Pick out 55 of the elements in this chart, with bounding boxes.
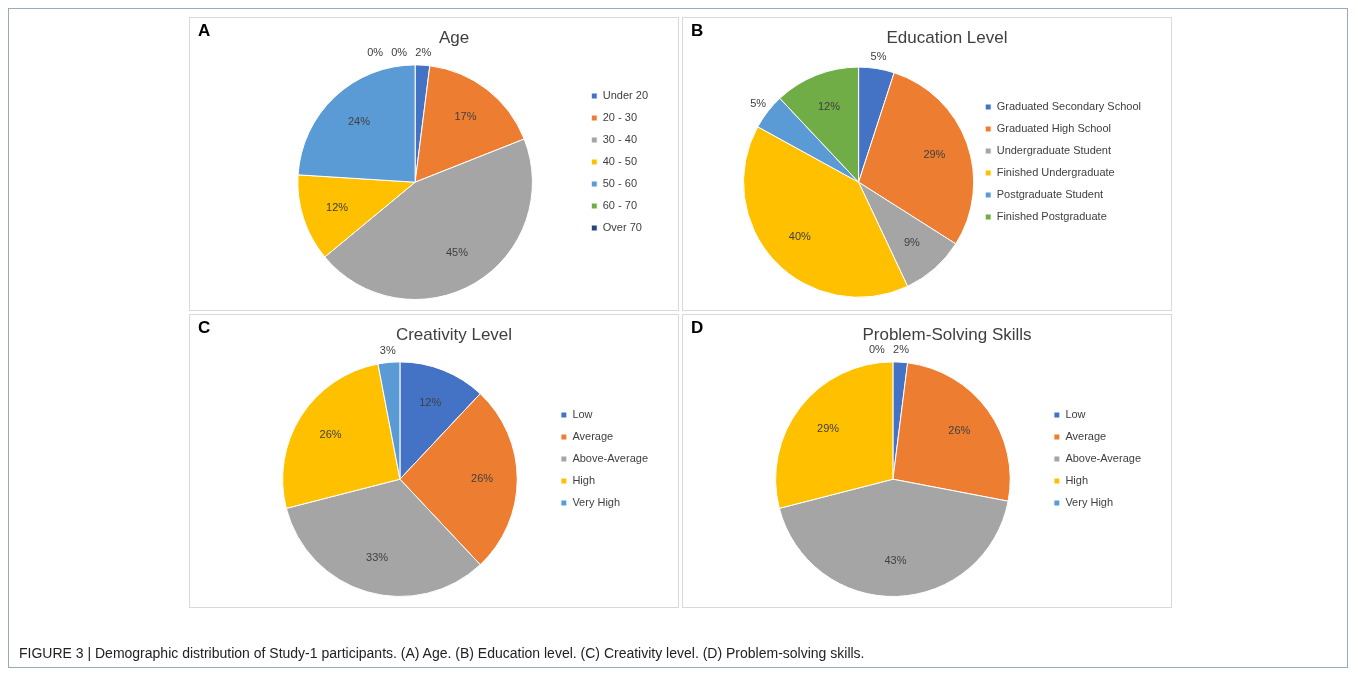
data-label: 26% <box>948 423 971 436</box>
legend-label: 50 - 60 <box>602 177 637 190</box>
text: 0% <box>367 45 384 58</box>
data-label: 45% <box>445 245 469 258</box>
data-label: 2% <box>893 343 910 356</box>
legend-label: Average <box>1065 430 1107 443</box>
legend-label: Undergraduate Student <box>996 144 1112 157</box>
legend-label: Average <box>572 430 614 443</box>
data-label: 9% <box>903 235 921 248</box>
legend-label: Under 20 <box>602 89 649 102</box>
legend-label: Postgraduate Student <box>996 188 1104 201</box>
chart-title: Problem-Solving Skills <box>862 324 1032 344</box>
legend-label: High <box>572 474 595 487</box>
legend-label: Low <box>1065 408 1086 421</box>
data-label: 12% <box>817 100 841 113</box>
legend-label: Graduated High School <box>996 122 1112 135</box>
legend-label: Very High <box>1065 496 1114 509</box>
legend-label: Very High <box>572 496 621 509</box>
data-label: 24% <box>347 115 371 128</box>
text: C <box>198 318 211 338</box>
data-label: 5% <box>870 49 887 62</box>
data-label: 12% <box>419 395 442 408</box>
legend-label: Above-Average <box>1065 452 1141 465</box>
legend-label: 30 - 40 <box>602 133 637 146</box>
data-label: 33% <box>366 551 389 564</box>
data-label: 29% <box>817 421 840 434</box>
chart-title: Creativity Level <box>395 324 513 344</box>
data-label: 3% <box>379 343 396 356</box>
legend-label: 40 - 50 <box>602 155 637 168</box>
legend-label: Over 70 <box>602 221 642 234</box>
chart-title: Age <box>438 27 470 47</box>
data-label: 29% <box>923 147 946 160</box>
text: 0% <box>868 342 885 355</box>
data-label: 40% <box>788 230 812 243</box>
text: B <box>691 21 704 41</box>
data-label: 5% <box>750 97 767 110</box>
text: D <box>691 318 704 338</box>
data-label: 2% <box>415 46 432 59</box>
text: 0% <box>391 45 408 58</box>
legend-label: Finished Undergraduate <box>996 166 1115 179</box>
legend-label: Above-Average <box>572 452 648 465</box>
legend-label: 20 - 30 <box>602 111 637 124</box>
legend-label: 60 - 70 <box>602 199 637 212</box>
data-label: 17% <box>454 110 477 123</box>
text: A <box>198 21 211 41</box>
data-label: 43% <box>884 554 907 567</box>
data-label: 26% <box>471 472 494 485</box>
legend-label: Graduated Secondary School <box>996 100 1142 113</box>
legend-label: Low <box>572 408 593 421</box>
data-label: 26% <box>319 428 342 441</box>
legend-label: High <box>1065 474 1088 487</box>
chart-title: Education Level <box>886 27 1008 47</box>
legend-label: Finished Postgraduate <box>996 210 1107 223</box>
data-label: 12% <box>326 200 349 213</box>
caption: FIGURE 3 | Demographic distribution of Study-1 participants. (A) Age. (B) Education level. (C) Creativity level. (D) Problem-solving skills. <box>19 645 865 661</box>
